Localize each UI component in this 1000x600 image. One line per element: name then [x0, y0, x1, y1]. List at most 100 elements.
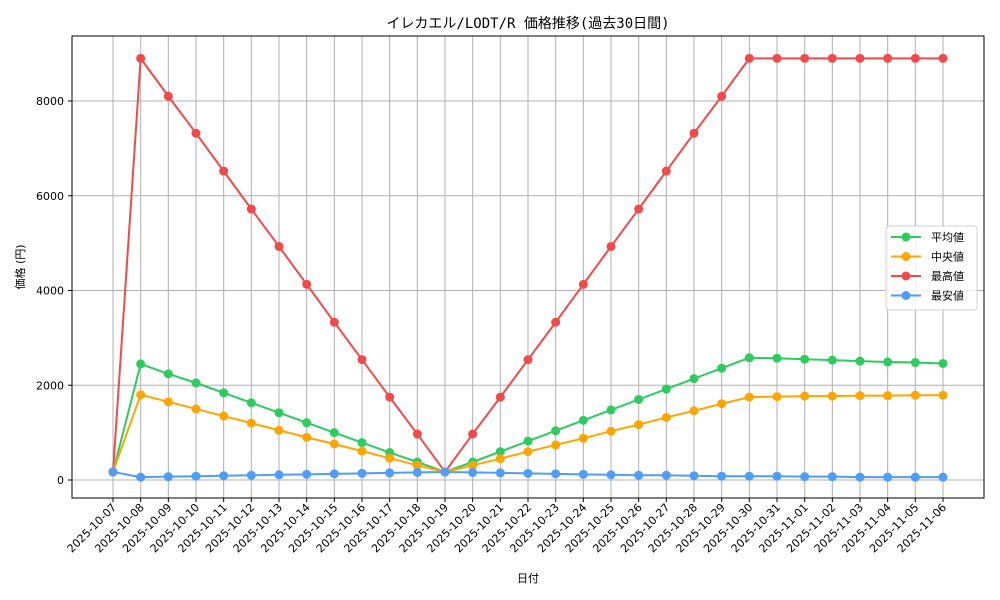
data-point: [606, 470, 616, 480]
y-axis-label: 価格 (円): [13, 244, 27, 289]
data-point: [827, 391, 837, 401]
data-point: [800, 391, 810, 401]
data-point: [468, 429, 478, 439]
data-point: [855, 356, 865, 366]
data-point: [855, 472, 865, 482]
data-point: [274, 425, 284, 435]
data-point: [938, 358, 948, 368]
data-point: [772, 353, 782, 363]
data-point: [578, 433, 588, 443]
data-point: [661, 470, 671, 480]
data-point: [689, 406, 699, 416]
data-point: [302, 469, 312, 479]
data-point: [385, 453, 395, 463]
data-point: [634, 394, 644, 404]
data-point: [883, 53, 893, 63]
series-0: [108, 353, 948, 477]
data-point: [800, 472, 810, 482]
data-point: [883, 357, 893, 367]
y-tick-label: 0: [57, 474, 64, 487]
data-point: [357, 355, 367, 365]
data-point: [578, 469, 588, 479]
data-point: [495, 447, 505, 457]
data-point: [910, 390, 920, 400]
data-point: [551, 469, 561, 479]
y-tick-label: 6000: [36, 190, 64, 203]
data-point: [744, 53, 754, 63]
data-point: [523, 468, 533, 478]
data-point: [523, 355, 533, 365]
data-point: [191, 378, 201, 388]
data-point: [744, 471, 754, 481]
data-point: [938, 53, 948, 63]
legend-marker: [901, 291, 911, 300]
data-point: [274, 470, 284, 480]
data-point: [578, 279, 588, 289]
data-point: [523, 436, 533, 446]
data-point: [191, 404, 201, 414]
data-point: [219, 411, 229, 421]
data-point: [661, 384, 671, 394]
data-point: [329, 469, 339, 479]
data-point: [329, 317, 339, 327]
data-point: [440, 467, 450, 477]
data-point: [910, 53, 920, 63]
data-point: [136, 53, 146, 63]
data-point: [468, 460, 478, 470]
data-point: [191, 471, 201, 481]
data-point: [606, 405, 616, 415]
data-point: [606, 426, 616, 436]
data-point: [302, 279, 312, 289]
data-point: [855, 53, 865, 63]
data-point: [717, 399, 727, 409]
data-point: [219, 388, 229, 398]
data-point: [772, 53, 782, 63]
legend-label: 中央値: [931, 251, 964, 264]
legend-marker: [901, 232, 911, 242]
data-point: [136, 390, 146, 400]
data-point: [246, 204, 256, 214]
data-point: [910, 472, 920, 482]
legend-label: 最安値: [931, 289, 964, 303]
y-axis-ticks: 0 2000 4000 6000 8000: [36, 95, 72, 487]
data-point: [274, 408, 284, 418]
y-tick-label: 4000: [36, 285, 64, 298]
data-point: [717, 471, 727, 481]
data-point: [219, 166, 229, 176]
data-point: [274, 241, 284, 251]
data-point: [551, 426, 561, 436]
data-point: [661, 412, 671, 422]
data-point: [302, 418, 312, 428]
data-point: [689, 374, 699, 384]
legend-item: 最安値: [891, 289, 964, 303]
data-point: [136, 359, 146, 369]
data-point: [385, 392, 395, 402]
data-point: [661, 166, 671, 176]
series-3: [108, 467, 948, 482]
data-point: [717, 91, 727, 101]
data-point: [744, 353, 754, 363]
data-point: [523, 447, 533, 457]
data-point: [551, 317, 561, 327]
legend-marker: [901, 271, 911, 281]
data-point: [772, 471, 782, 481]
data-point: [495, 468, 505, 478]
data-point: [163, 369, 173, 379]
data-point: [108, 467, 118, 477]
legend-item: 平均値: [891, 231, 964, 244]
x-axis-label: 日付: [517, 572, 539, 585]
data-point: [744, 392, 754, 402]
data-point: [329, 428, 339, 438]
data-point: [468, 467, 478, 477]
grid-lines: [72, 36, 984, 498]
data-point: [606, 241, 616, 251]
chart-title: イレカエル/LODT/R 価格推移(過去30日間): [386, 16, 669, 32]
legend-item: 中央値: [891, 251, 964, 264]
data-point: [551, 440, 561, 450]
data-point: [578, 415, 588, 425]
data-point: [329, 439, 339, 449]
data-point: [246, 418, 256, 428]
